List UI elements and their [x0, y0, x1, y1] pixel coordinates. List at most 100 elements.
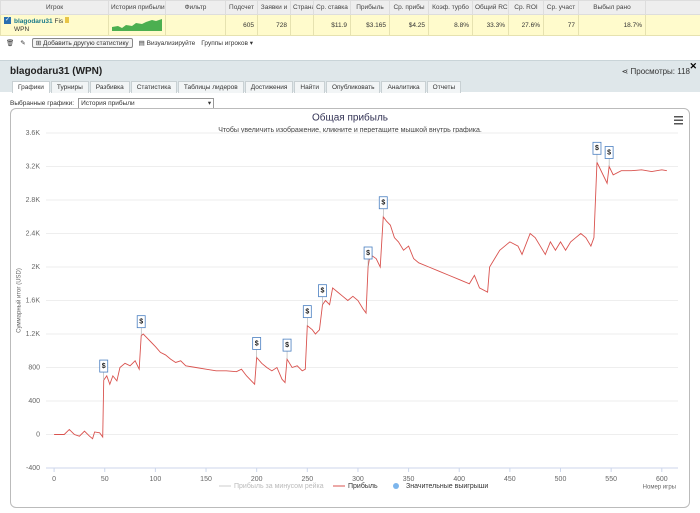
player-network: WPN	[14, 26, 29, 33]
legend-item[interactable]: Прибыль за минусом рейка	[219, 482, 324, 490]
add-stat-label: Добавить другую статистику	[43, 40, 129, 47]
checkbox[interactable]: ✓	[4, 17, 11, 24]
column-header[interactable]: Выбыл рано	[579, 1, 646, 15]
win-flag: $	[319, 285, 327, 305]
y-axis-label: Суммарный итог (USD)	[16, 268, 23, 333]
flag-label: $	[139, 319, 143, 326]
x-tick-label: 600	[656, 476, 668, 483]
legend-item[interactable]: Значительные выигрыши	[393, 483, 488, 490]
column-header[interactable]: Ср. участ	[544, 1, 579, 15]
tab[interactable]: Достижения	[245, 81, 294, 93]
add-stat-button[interactable]: ⊞ Добавить другую статистику	[32, 38, 133, 48]
flag-label: $	[366, 250, 370, 257]
y-tick-label: 1.2K	[26, 331, 41, 338]
column-header[interactable]: Ср. ставка	[314, 1, 351, 15]
column-header[interactable]: Прибыль	[351, 1, 390, 15]
flag-label: $	[321, 288, 325, 295]
player-tag: Fis	[54, 18, 63, 25]
trash-icon[interactable]: 🗑	[6, 39, 14, 47]
panel: blagodaru31 (WPN) ⋖ Просмотры: 118 ✕ Гра…	[0, 60, 700, 513]
column-header[interactable]: Игрок	[1, 1, 109, 15]
legend-label: Прибыль за минусом рейка	[234, 482, 324, 490]
tab[interactable]: Разбивка	[90, 81, 130, 93]
groups-link[interactable]: Группы игроков ▾	[201, 39, 253, 47]
visualize-label: Визуализируйте	[147, 40, 196, 47]
flag-label: $	[607, 149, 611, 156]
y-tick-label: 0	[36, 431, 40, 438]
player-name[interactable]: blagodaru31	[14, 18, 53, 25]
stat-cell: 605	[226, 15, 258, 36]
edit-icon[interactable]: ✎	[20, 39, 25, 47]
legend-label: Прибыль	[348, 482, 378, 490]
x-tick-label: 550	[605, 476, 617, 483]
flag-label: $	[285, 342, 289, 349]
column-header[interactable]: Коэф. турбо	[429, 1, 473, 15]
tab[interactable]: Графики	[12, 81, 50, 93]
tab[interactable]: Таблицы лидеров	[178, 81, 244, 93]
y-tick-label: 400	[28, 398, 40, 405]
stat-cell	[109, 15, 166, 36]
views: ⋖ Просмотры: 118	[622, 67, 690, 76]
win-flag: $	[364, 247, 372, 267]
win-flag: $	[253, 337, 261, 357]
column-header[interactable]: Общий RC	[473, 1, 509, 15]
sparkline	[112, 17, 162, 31]
stat-cell: 18.7%	[579, 15, 646, 36]
tab[interactable]: Опубликовать	[326, 81, 381, 93]
column-header[interactable]: История прибыли	[109, 1, 166, 15]
tab[interactable]: Найти	[294, 81, 325, 93]
x-tick-label: 500	[555, 476, 567, 483]
tab[interactable]: Статистика	[131, 81, 177, 93]
x-tick-label: 450	[504, 476, 516, 483]
legend-item[interactable]: Прибыль	[333, 482, 378, 490]
column-header[interactable]: Ср. ROI	[509, 1, 544, 15]
panel-header: blagodaru31 (WPN) ⋖ Просмотры: 118 ✕ Гра…	[0, 61, 700, 92]
win-flag: $	[100, 360, 108, 380]
win-flag: $	[283, 339, 291, 359]
stat-cell: 33.3%	[473, 15, 509, 36]
flag-label: $	[305, 308, 309, 315]
views-label: Просмотры: 118	[631, 67, 690, 76]
stat-cell: 27.6%	[509, 15, 544, 36]
legend-label: Значительные выигрыши	[406, 483, 488, 490]
x-tick-label: 50	[101, 476, 109, 483]
visualize-link[interactable]: ▤ Визуализируйте	[139, 39, 196, 47]
selector-label: Выбранные графики:	[10, 100, 74, 107]
y-tick-label: 2.4K	[26, 230, 41, 237]
stat-cell	[166, 15, 226, 36]
tab[interactable]: Аналитика	[381, 81, 425, 93]
stat-cell	[291, 15, 314, 36]
stat-cell: 8.8%	[429, 15, 473, 36]
tab[interactable]: Отчеты	[427, 81, 461, 93]
win-flag: $	[137, 316, 145, 336]
column-header[interactable]: Заявки и	[258, 1, 291, 15]
x-tick-label: 300	[352, 476, 364, 483]
y-tick-label: 3.2K	[26, 163, 41, 170]
y-tick-label: 800	[28, 364, 40, 371]
y-tick-label: 3.6K	[26, 130, 41, 137]
flag-label: $	[595, 145, 599, 152]
close-button[interactable]: ✕	[689, 61, 697, 72]
x-tick-label: 0	[52, 476, 56, 483]
tab[interactable]: Турниры	[51, 81, 89, 93]
column-header[interactable]: Подсчет	[226, 1, 258, 15]
stat-cell: $4.25	[390, 15, 429, 36]
x-tick-label: 400	[453, 476, 465, 483]
stat-cell: 77	[544, 15, 579, 36]
flag-label: $	[102, 363, 106, 370]
stat-cell: 728	[258, 15, 291, 36]
y-tick-label: -400	[26, 465, 40, 472]
x-axis-label: Номер игры	[643, 485, 676, 491]
tag-icon	[65, 17, 69, 23]
menu-icon[interactable]	[674, 116, 683, 125]
column-header[interactable]: Страна	[291, 1, 314, 15]
column-header[interactable]: Ср. прибы	[390, 1, 429, 15]
y-tick-label: 2K	[31, 264, 40, 271]
chart: Общая прибыль Чтобы увеличить изображени…	[10, 108, 690, 508]
column-header[interactable]: Фильтр	[166, 1, 226, 15]
x-tick-label: 200	[251, 476, 263, 483]
player-cell: ✓blagodaru31 Fis WPN	[1, 15, 109, 36]
panel-title: blagodaru31 (WPN)	[10, 66, 102, 77]
win-flag: $	[379, 197, 387, 217]
